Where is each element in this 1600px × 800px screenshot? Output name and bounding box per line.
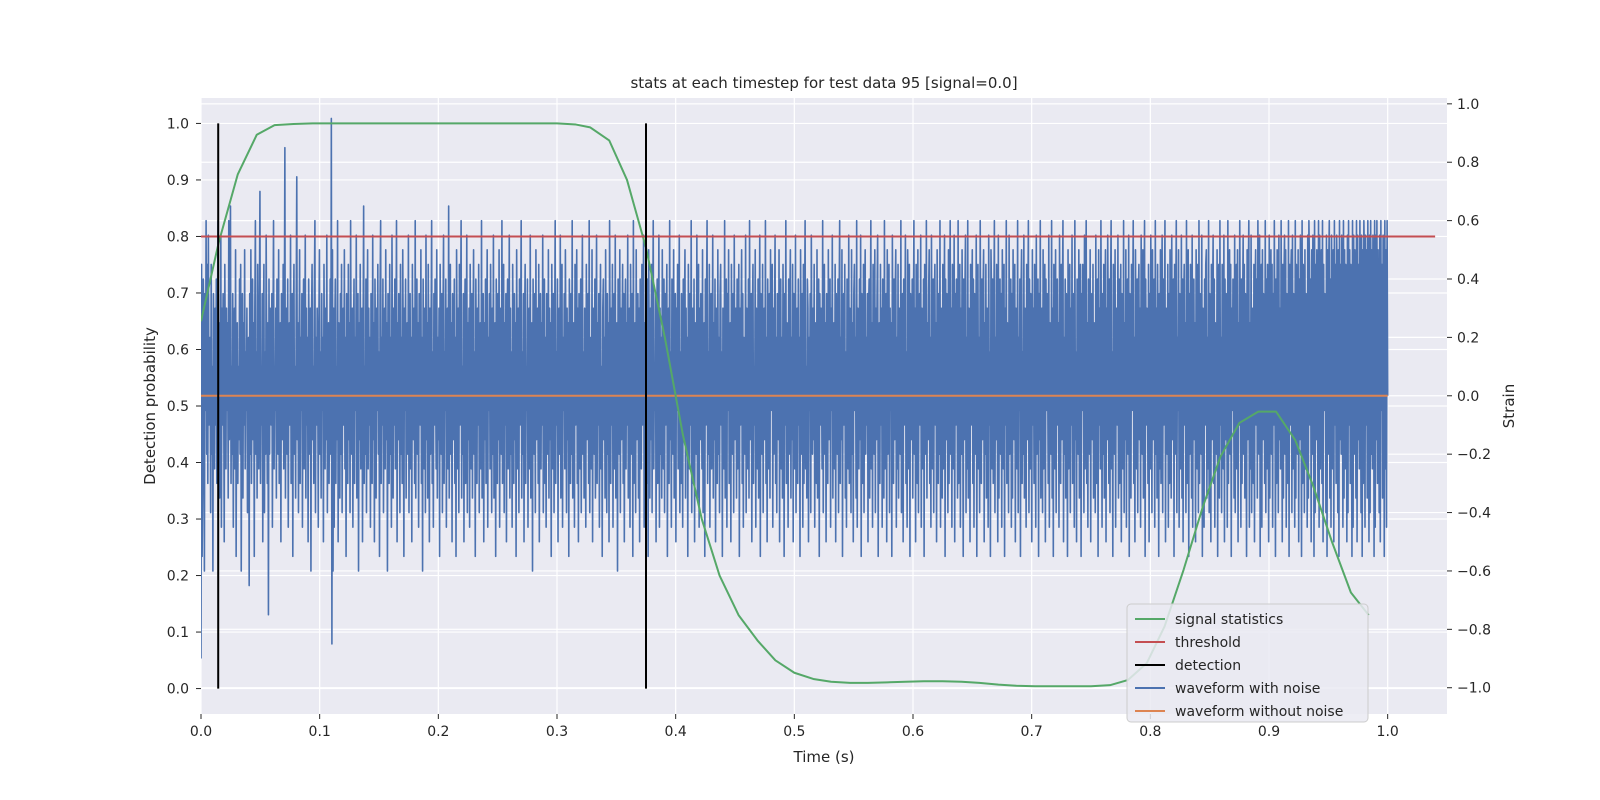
y-tick-label: 0.7: [167, 286, 189, 302]
y-right-tick-label: −0.2: [1457, 447, 1491, 463]
y-tick-label: 0.4: [167, 456, 189, 472]
y-right-tick-label: 0.6: [1457, 214, 1479, 230]
y-right-tick-label: 0.2: [1457, 330, 1479, 346]
y-tick-label: 0.1: [167, 625, 189, 641]
y-tick-label: 0.0: [167, 682, 189, 698]
y-tick-label: 0.5: [167, 399, 189, 415]
x-tick-label: 0.5: [783, 724, 805, 740]
legend-label: detection: [1175, 658, 1241, 674]
x-tick-label: 1.0: [1377, 724, 1399, 740]
y-right-tick-label: 0.8: [1457, 155, 1479, 171]
y-right-tick-label: 0.0: [1457, 389, 1479, 405]
x-axis-title: Time (s): [793, 748, 855, 766]
legend-label: signal statistics: [1175, 612, 1283, 628]
y-tick-label: 0.9: [167, 173, 189, 189]
legend-label: threshold: [1175, 635, 1241, 651]
y-axis-title: Detection probability: [141, 327, 159, 485]
x-tick-label: 0.3: [546, 724, 568, 740]
x-tick-label: 0.0: [190, 724, 212, 740]
legend: signal statistics threshold detection wavef…: [1126, 603, 1369, 723]
y-right-tick-label: 0.4: [1457, 272, 1479, 288]
y-tick-label: 0.8: [167, 229, 189, 245]
x-tick-label: 0.4: [665, 724, 687, 740]
y-right-tick-label: −0.4: [1457, 506, 1491, 522]
axes-layer: 0.0 0.1 0.2 0.3 0.4 0.5 0.6 0.7 0.8 0.9 1.0 0.0 0.1 0…: [167, 97, 1491, 740]
series-layer: [201, 117, 1436, 689]
legend-box: [1126, 603, 1369, 723]
x-tick-label: 0.7: [1021, 724, 1043, 740]
waveform-with-noise-line: [201, 117, 1389, 659]
y-axis-title-right: Strain: [1500, 384, 1518, 428]
y-tick-label: 0.2: [167, 569, 189, 585]
legend-label: waveform without noise: [1175, 704, 1343, 720]
y-right-tick-label: −0.8: [1457, 622, 1491, 638]
y-tick-label: 1.0: [167, 116, 189, 132]
x-tick-label: 0.2: [427, 724, 449, 740]
y-tick-label: 0.6: [167, 342, 189, 358]
x-tick-label: 0.1: [309, 724, 331, 740]
x-tick-label: 0.6: [902, 724, 924, 740]
y-right-tick-label: −0.6: [1457, 564, 1491, 580]
legend-label: waveform with noise: [1175, 681, 1320, 697]
x-tick-label: 0.8: [1139, 724, 1161, 740]
chart-title: stats at each timestep for test data 95 …: [630, 74, 1017, 92]
x-tick-label: 0.9: [1258, 724, 1280, 740]
y-right-tick-label: 1.0: [1457, 97, 1479, 113]
y-right-tick-label: −1.0: [1457, 681, 1491, 697]
signal-statistics-line: [201, 122, 1370, 688]
y-tick-label: 0.3: [167, 512, 189, 528]
